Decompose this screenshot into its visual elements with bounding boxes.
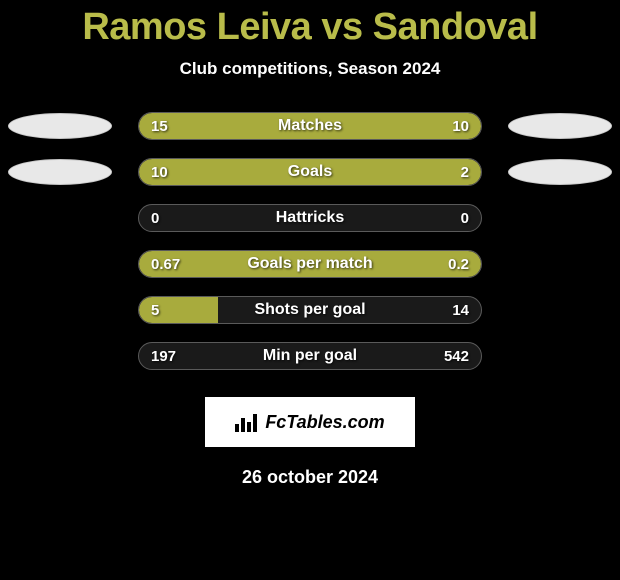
stat-row: 197542Min per goal	[0, 333, 620, 379]
stat-label: Min per goal	[139, 343, 481, 369]
date-label: 26 october 2024	[0, 467, 620, 488]
stat-label: Shots per goal	[139, 297, 481, 323]
stat-label: Goals per match	[139, 251, 481, 277]
watermark: FcTables.com	[205, 397, 415, 447]
placeholder-ellipse	[508, 159, 612, 185]
stat-bar: 0.670.2Goals per match	[138, 250, 482, 278]
stat-bar: 197542Min per goal	[138, 342, 482, 370]
placeholder-ellipse	[8, 113, 112, 139]
stat-row: 0.670.2Goals per match	[0, 241, 620, 287]
page-title: Ramos Leiva vs Sandoval	[0, 0, 620, 49]
placeholder-ellipse	[8, 159, 112, 185]
watermark-text: FcTables.com	[265, 412, 384, 433]
stats-container: 1510Matches 102Goals 00Hattricks 0.670.2Goa…	[0, 103, 620, 379]
stat-bar: 514Shots per goal	[138, 296, 482, 324]
stat-bar: 1510Matches	[138, 112, 482, 140]
stat-bar: 102Goals	[138, 158, 482, 186]
bar-chart-icon	[235, 412, 259, 432]
stat-label: Goals	[139, 159, 481, 185]
stat-row: 102Goals	[0, 149, 620, 195]
stat-bar: 00Hattricks	[138, 204, 482, 232]
stat-label: Matches	[139, 113, 481, 139]
stat-label: Hattricks	[139, 205, 481, 231]
stat-row: 514Shots per goal	[0, 287, 620, 333]
subtitle: Club competitions, Season 2024	[0, 59, 620, 79]
placeholder-ellipse	[508, 113, 612, 139]
stat-row: 1510Matches	[0, 103, 620, 149]
stat-row: 00Hattricks	[0, 195, 620, 241]
